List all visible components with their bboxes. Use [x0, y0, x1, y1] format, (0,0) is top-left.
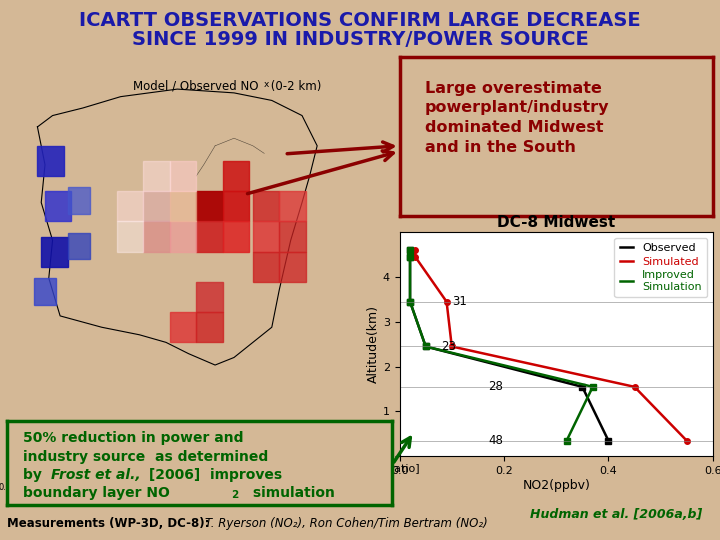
Text: 0.40: 0.40: [0, 483, 17, 492]
Bar: [253, 252, 279, 282]
Bar: [143, 221, 170, 252]
Text: by: by: [22, 468, 46, 482]
Bar: [279, 252, 306, 282]
Text: Measurements (WP-3D, DC-8):: Measurements (WP-3D, DC-8):: [7, 517, 210, 530]
Legend: Observed, Simulated, Improved
Simulation: Observed, Simulated, Improved Simulation: [614, 238, 707, 297]
Bar: [304, 457, 341, 478]
Bar: [117, 191, 143, 221]
Bar: [118, 457, 156, 478]
Bar: [170, 312, 196, 342]
Text: (0-2 km): (0-2 km): [267, 79, 322, 93]
Bar: [196, 221, 222, 252]
Text: 28: 28: [488, 380, 503, 393]
Text: Hudman et al. [2006a,b]: Hudman et al. [2006a,b]: [530, 508, 702, 521]
Y-axis label: Altitude(km): Altitude(km): [367, 305, 380, 383]
Text: 2.00 >: 2.00 >: [290, 483, 318, 492]
Text: 2: 2: [231, 490, 238, 500]
Bar: [143, 161, 170, 191]
Title: DC-8 Midwest: DC-8 Midwest: [497, 214, 616, 230]
Bar: [117, 221, 143, 252]
Bar: [143, 191, 170, 221]
Bar: [170, 191, 196, 221]
Bar: [193, 457, 230, 478]
Text: x: x: [264, 79, 269, 89]
Bar: [68, 187, 91, 214]
Text: SINCE 1999 IN INDUSTRY/POWER SOURCE: SINCE 1999 IN INDUSTRY/POWER SOURCE: [132, 30, 588, 49]
Text: [ratio]: [ratio]: [385, 463, 420, 472]
Bar: [68, 233, 91, 259]
Text: ICARTT OBSERVATIONS CONFIRM LARGE DECREASE: ICARTT OBSERVATIONS CONFIRM LARGE DECREA…: [79, 11, 641, 30]
Text: [2006]  improves: [2006] improves: [144, 468, 282, 482]
Text: 1.20: 1.20: [146, 483, 165, 492]
Text: 1.80: 1.80: [258, 483, 276, 492]
Text: 48: 48: [488, 434, 503, 447]
Text: 31: 31: [452, 295, 467, 308]
Text: 0.60: 0.60: [35, 483, 53, 492]
Text: 23: 23: [441, 340, 456, 353]
Text: 50% reduction in power and: 50% reduction in power and: [22, 431, 243, 446]
Bar: [222, 191, 249, 221]
Text: simulation: simulation: [248, 487, 335, 501]
Bar: [341, 457, 378, 478]
Bar: [45, 191, 71, 221]
Bar: [156, 457, 193, 478]
Text: 0.80: 0.80: [72, 483, 91, 492]
Bar: [279, 221, 306, 252]
Bar: [81, 457, 119, 478]
Text: 1.00: 1.00: [109, 483, 127, 492]
Bar: [196, 312, 222, 342]
Text: Model / Observed NO: Model / Observed NO: [133, 79, 259, 93]
Bar: [222, 221, 249, 252]
Bar: [253, 221, 279, 252]
Text: T. Ryerson (NO₂), Ron Cohen/Tim Bertram (NO₂): T. Ryerson (NO₂), Ron Cohen/Tim Bertram …: [205, 517, 488, 530]
Text: industry source  as determined: industry source as determined: [22, 450, 268, 464]
Text: boundary layer NO: boundary layer NO: [22, 487, 169, 501]
Bar: [230, 457, 266, 478]
Text: Frost et al.,: Frost et al.,: [52, 468, 141, 482]
Bar: [222, 161, 249, 191]
Bar: [196, 282, 222, 312]
X-axis label: NO2(ppbv): NO2(ppbv): [522, 479, 590, 492]
Bar: [170, 221, 196, 252]
Text: 1.60: 1.60: [220, 483, 239, 492]
Bar: [170, 161, 196, 191]
Bar: [34, 278, 56, 305]
Bar: [7, 457, 45, 478]
Bar: [266, 457, 304, 478]
Bar: [37, 146, 64, 176]
Bar: [196, 191, 222, 221]
Bar: [41, 237, 68, 267]
Bar: [45, 457, 81, 478]
Text: Large overestimate
powerplant/industry
dominated Midwest
and in the South: Large overestimate powerplant/industry d…: [425, 80, 609, 155]
Bar: [279, 191, 306, 221]
Text: 1.40: 1.40: [184, 483, 202, 492]
Bar: [253, 191, 279, 221]
